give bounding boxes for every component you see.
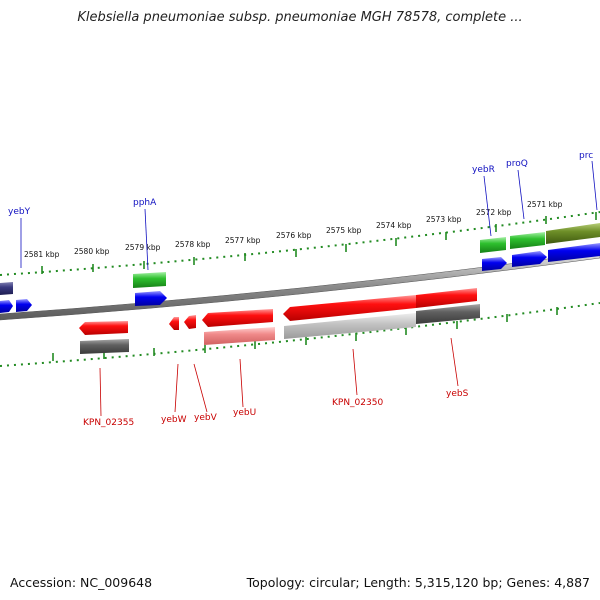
scale-label: 2576 kbp [276, 231, 312, 240]
scale-label: 2579 kbp [125, 243, 161, 252]
gene-feature[interactable] [283, 295, 416, 321]
forward-strand-features [0, 223, 600, 313]
scale-label: 2578 kbp [175, 240, 211, 249]
scale-label: 2581 kbp [24, 250, 60, 259]
gene-label-prc[interactable]: prc [579, 151, 593, 161]
gene-feature[interactable] [79, 321, 128, 335]
cds-feature[interactable] [80, 339, 129, 354]
cds-feature[interactable] [548, 243, 600, 262]
map-title: Klebsiella pneumoniae subsp. pneumoniae … [77, 10, 523, 25]
lower-scale-track [0, 302, 600, 367]
cds-feature[interactable] [512, 251, 547, 267]
scale-label: 2572 kbp [476, 208, 512, 217]
scale-label: 2580 kbp [74, 247, 110, 256]
reverse-strand-features [79, 288, 480, 354]
upper-scale-track [0, 211, 600, 276]
gene-feature[interactable] [416, 288, 477, 308]
gene-feature[interactable] [480, 237, 506, 253]
gene-label-KPN_02350[interactable]: KPN_02350 [332, 398, 383, 408]
gene-label-yebR[interactable]: yebR [472, 165, 495, 175]
cds-feature[interactable] [284, 313, 416, 339]
accession-text: Accession: NC_009648 [10, 575, 153, 590]
gene-label-yebW[interactable]: yebW [161, 415, 187, 425]
gene-label-yebV[interactable]: yebV [194, 413, 218, 423]
gene-feature[interactable] [0, 282, 13, 295]
cds-feature[interactable] [204, 327, 275, 345]
gene-feature[interactable] [133, 272, 166, 288]
gene-label-KPN_02355[interactable]: KPN_02355 [83, 418, 134, 428]
gene-label-yebU[interactable]: yebU [233, 408, 256, 418]
scale-label: 2571 kbp [527, 200, 563, 209]
scale-label: 2573 kbp [426, 215, 462, 224]
gene-feature[interactable] [510, 232, 545, 249]
scale-ticks [41, 212, 597, 361]
cds-feature[interactable] [135, 291, 167, 306]
cds-feature[interactable] [416, 304, 480, 324]
scale-label: 2575 kbp [326, 226, 362, 235]
gene-label-pphA[interactable]: pphA [133, 198, 157, 208]
scale-label: 2577 kbp [225, 236, 261, 245]
gene-feature[interactable] [202, 309, 273, 327]
label-leaders [20, 160, 598, 417]
gene-label-yebY[interactable]: yebY [8, 207, 31, 217]
gene-feature[interactable] [184, 315, 196, 329]
gene-feature[interactable] [546, 223, 600, 244]
genome-summary-text: Topology: circular; Length: 5,315,120 bp… [246, 575, 590, 590]
cds-feature[interactable] [0, 300, 13, 313]
scale-label: 2574 kbp [376, 221, 412, 230]
gene-label-proQ[interactable]: proQ [506, 159, 528, 169]
cds-feature[interactable] [482, 257, 507, 271]
gene-label-yebS[interactable]: yebS [446, 389, 469, 399]
gene-feature[interactable] [169, 317, 179, 330]
cds-feature[interactable] [16, 299, 32, 312]
